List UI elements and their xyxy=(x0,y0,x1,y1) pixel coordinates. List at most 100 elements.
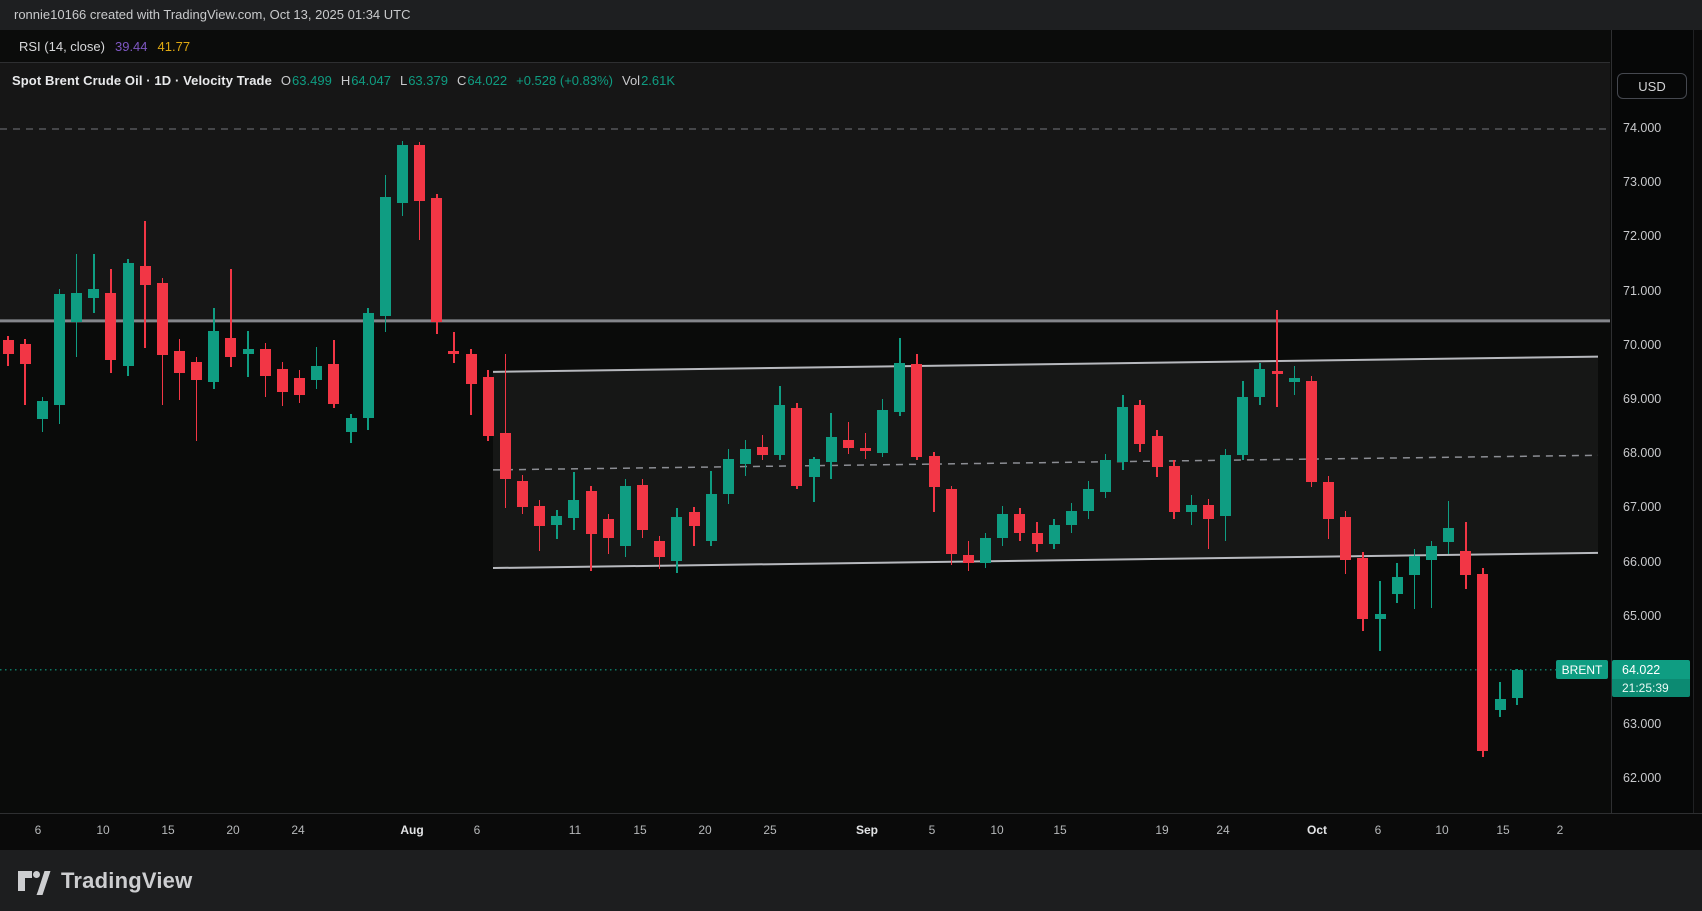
price-axis-label: 67.000 xyxy=(1623,500,1662,515)
candle-wick xyxy=(93,254,95,314)
candle-body xyxy=(1031,532,1043,544)
candle-body xyxy=(448,351,460,354)
footer-bar: TradingView xyxy=(0,850,1702,911)
attribution-text: ronnie10166 created with TradingView.com… xyxy=(14,7,411,22)
candle-body xyxy=(276,369,288,393)
candle-body xyxy=(997,513,1009,539)
candle-body xyxy=(688,511,700,527)
candle-body xyxy=(980,538,991,563)
candle-body xyxy=(1460,550,1472,576)
candle-body xyxy=(379,196,391,316)
candle-body xyxy=(945,489,957,555)
candle-body xyxy=(71,293,83,323)
candle-body xyxy=(1357,557,1369,620)
price-chart-pane[interactable]: Spot Brent Crude Oil · 1D · Velocity Tra… xyxy=(0,63,1610,813)
time-axis-label: 10 xyxy=(990,823,1004,837)
candle-body xyxy=(808,459,820,477)
candle-body xyxy=(1340,516,1352,560)
candle-wick xyxy=(847,421,850,455)
candle-body xyxy=(1220,454,1232,517)
rsi-value-ma: 41.77 xyxy=(157,38,191,54)
last-price-value: 64.022 xyxy=(1612,660,1690,680)
tradingview-logo-icon[interactable] xyxy=(17,867,51,895)
candle-body xyxy=(551,516,563,525)
symbol-header[interactable]: Spot Brent Crude Oil · 1D · Velocity Tra… xyxy=(12,73,675,88)
ray-upper-fill xyxy=(0,63,1610,321)
price-axis-label: 62.000 xyxy=(1623,771,1662,786)
candle-body xyxy=(1288,378,1300,383)
symbol-title[interactable]: Spot Brent Crude Oil · 1D · Velocity Tra… xyxy=(12,73,272,88)
candle-body xyxy=(791,407,803,486)
candle-body xyxy=(517,480,528,508)
candle-wick xyxy=(1430,540,1433,608)
candle-body xyxy=(1151,435,1163,468)
candle-body xyxy=(242,349,254,354)
candle-body xyxy=(499,432,511,479)
candle-body xyxy=(774,405,786,455)
candle-wick xyxy=(453,331,455,363)
candle-body xyxy=(842,439,854,448)
candle-body xyxy=(1323,481,1334,519)
candle-wick xyxy=(247,331,249,378)
candle-body xyxy=(139,265,151,286)
channel-middle-line[interactable] xyxy=(492,454,1599,471)
candle-body xyxy=(1014,513,1026,533)
candle-body xyxy=(88,289,100,299)
candle-body xyxy=(225,337,237,357)
price-axis-label: 69.000 xyxy=(1623,392,1662,406)
candle-wick xyxy=(693,506,695,547)
candle-body xyxy=(757,446,769,455)
time-axis-label: 6 xyxy=(473,823,481,837)
right-gutter xyxy=(1693,30,1702,850)
time-axis-label: 20 xyxy=(698,823,712,837)
candle-body xyxy=(1048,524,1060,544)
candle-body xyxy=(156,282,168,356)
price-axis[interactable]: USD 74.000 73.000 72.000 71.000 70.000 69.000… xyxy=(1611,30,1702,850)
channel-upper-line[interactable] xyxy=(492,355,1599,373)
candle-body xyxy=(1100,460,1112,492)
rsi-label[interactable]: RSI (14, close) xyxy=(19,38,105,54)
candle-body xyxy=(1443,527,1455,543)
candle-wick xyxy=(1276,310,1278,407)
price-axis-label: 70.000 xyxy=(1623,337,1662,352)
candle-body xyxy=(825,437,837,463)
candle-wick xyxy=(813,456,815,503)
rsi-value-main: 39.44 xyxy=(114,38,148,54)
candle-body xyxy=(1185,504,1197,512)
time-axis-label: 20 xyxy=(226,823,240,837)
change-value: +0.528 (+0.83%) xyxy=(516,73,613,88)
candle-body xyxy=(1408,555,1420,576)
candle-body xyxy=(1203,504,1214,519)
candle-wick xyxy=(24,339,26,406)
rsi-indicator-pane[interactable]: RSI (14, close) 39.44 41.77 xyxy=(0,30,1610,63)
last-price-badge: 64.022 21:25:39 xyxy=(1612,660,1690,698)
time-axis-month-label: Aug xyxy=(400,823,424,837)
candle-body xyxy=(654,540,666,558)
open-value: O 63.499 xyxy=(280,73,332,88)
price-axis-label: 68.000 xyxy=(1623,446,1662,461)
time-axis-label: 15 xyxy=(1496,823,1510,837)
candle-body xyxy=(534,506,546,527)
candle-body xyxy=(1271,371,1283,374)
candle-body xyxy=(1134,405,1146,445)
currency-unit-button[interactable]: USD xyxy=(1617,73,1687,99)
time-axis-month-label: Oct xyxy=(1306,823,1328,837)
candle-body xyxy=(705,493,717,541)
candle-body xyxy=(739,449,751,465)
candle-body xyxy=(414,145,426,202)
time-axis[interactable]: 6 10 15 20 24 Aug 6 11 15 20 25 Sep 5 10 15 19 24 Oct 6 10 1… xyxy=(0,813,1702,850)
tradingview-logo-text[interactable]: TradingView xyxy=(61,867,193,893)
time-axis-label: 2 xyxy=(1556,823,1564,837)
candle-body xyxy=(465,353,477,384)
candle-body xyxy=(208,331,220,382)
time-axis-label: 24 xyxy=(1216,823,1230,837)
candle-body xyxy=(105,293,117,361)
price-axis-label: 73.000 xyxy=(1623,175,1662,190)
price-axis-label: 63.000 xyxy=(1623,717,1662,732)
candle-body xyxy=(722,459,734,494)
candlestick-series[interactable] xyxy=(0,63,1610,813)
price-axis-label: 65.000 xyxy=(1623,608,1662,623)
candle-body xyxy=(174,351,185,373)
candle-body xyxy=(431,198,443,322)
